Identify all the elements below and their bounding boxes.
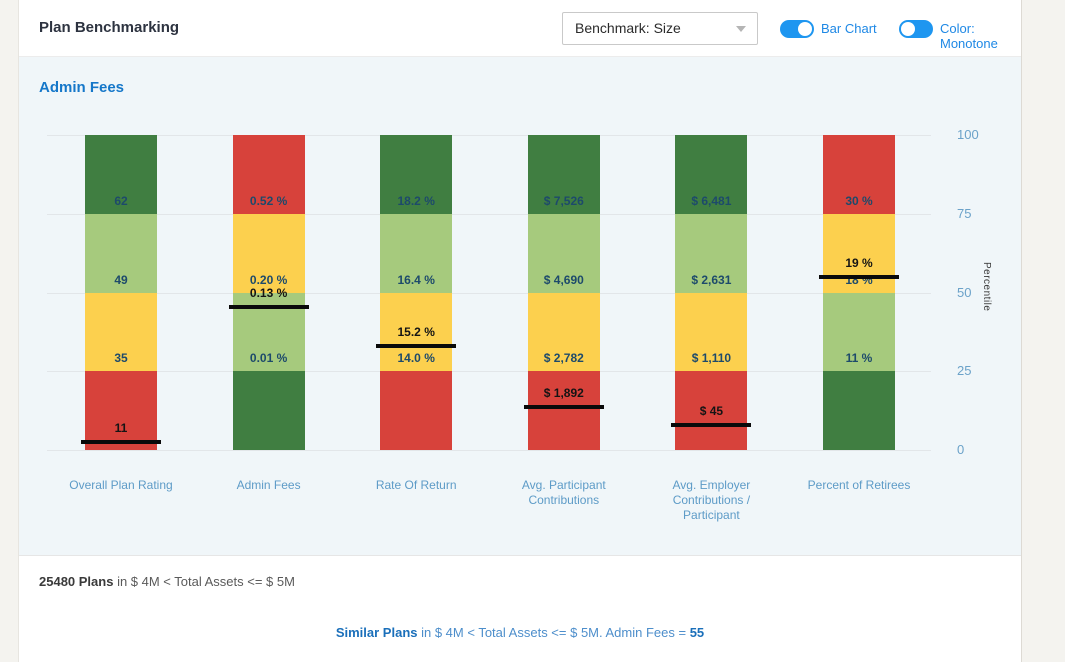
bar-segment-dark_green[interactable] [823,371,895,450]
similar-plans-range: in $ 4M < Total Assets <= $ 5M. Admin Fe… [418,625,690,640]
category-label: Avg. Participant Contributions [504,478,624,508]
plans-summary: 25480 Plans in $ 4M < Total Assets <= $ … [39,574,295,589]
gridline-75 [47,214,931,215]
percentile-value-label: 16.4 % [356,273,476,288]
bar-chart-toggle-label: Bar Chart [821,21,877,36]
gridline-25 [47,371,931,372]
toggle-knob-icon [901,22,915,36]
plan-value-label: 15.2 % [356,325,476,340]
y-tick-0: 0 [957,442,991,457]
gridline-0 [47,450,931,451]
benchmark-dropdown-value: Benchmark: Size [575,20,681,36]
category-label: Avg. Employer Contributions / Participan… [651,478,771,523]
toggle-knob-icon [798,22,812,36]
bar-segment-red[interactable] [380,371,452,450]
similar-plans-value: 55 [690,625,704,640]
bar-segment-red[interactable] [528,371,600,450]
plan-value-label: 0.13 % [209,286,329,301]
percentile-value-label: 35 [61,351,181,366]
category-label: Percent of Retirees [799,478,919,493]
section-title: Admin Fees [39,79,124,96]
gridline-100 [47,135,931,136]
category-label: Admin Fees [209,478,329,493]
plan-marker-line [81,440,161,444]
percentile-value-label: $ 2,782 [504,351,624,366]
percentile-value-label: 18.2 % [356,194,476,209]
percentile-value-label: 14.0 % [356,351,476,366]
plan-value-label: 19 % [799,256,919,271]
page-title: Plan Benchmarking [39,19,179,36]
percentile-value-label: $ 2,631 [651,273,771,288]
plan-marker-line [819,275,899,279]
bar-chart-toggle[interactable] [780,20,814,38]
percentile-value-label: 49 [61,273,181,288]
plan-marker-line [229,305,309,309]
percentile-value-label: $ 7,526 [504,194,624,209]
category-label: Rate Of Return [356,478,476,493]
plan-marker-line [671,423,751,427]
plans-range: in $ 4M < Total Assets <= $ 5M [113,574,295,589]
color-monotone-toggle-label: Color: Monotone [940,21,1021,51]
gridline-50 [47,293,931,294]
similar-plans-label: Similar Plans [336,625,418,640]
plan-marker-line [376,344,456,348]
color-monotone-toggle[interactable] [899,20,933,38]
plan-value-label: $ 45 [651,404,771,419]
percentile-value-label: 62 [61,194,181,209]
y-tick-25: 25 [957,363,991,378]
plan-value-label: $ 1,892 [504,386,624,401]
similar-plans-summary: Similar Plans in $ 4M < Total Assets <= … [19,625,1021,640]
plan-benchmarking-card: Plan Benchmarking Benchmark: Size Bar Ch… [18,0,1022,662]
y-tick-100: 100 [957,127,991,142]
percentile-value-label: 0.52 % [209,194,329,209]
benchmark-dropdown[interactable]: Benchmark: Size [562,12,758,45]
plan-value-label: 11 [61,421,181,436]
percentile-value-label: $ 6,481 [651,194,771,209]
percentile-value-label: 0.01 % [209,351,329,366]
category-label: Overall Plan Rating [61,478,181,493]
plans-count: 25480 Plans [39,574,113,589]
percentile-value-label: $ 4,690 [504,273,624,288]
y-tick-75: 75 [957,206,991,221]
percentile-value-label: 11 % [799,351,919,366]
percentile-value-label: $ 1,110 [651,351,771,366]
bar-segment-dark_green[interactable] [233,371,305,450]
y-axis-title: Percentile [981,262,992,311]
percentile-value-label: 30 % [799,194,919,209]
card-header: Plan Benchmarking Benchmark: Size Bar Ch… [19,0,1021,57]
plan-marker-line [524,405,604,409]
bar-segment-red[interactable] [85,371,157,450]
chevron-down-icon [736,26,746,32]
